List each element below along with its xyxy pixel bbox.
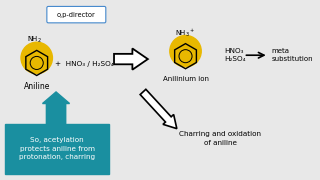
Text: Anilinium ion: Anilinium ion [163, 76, 209, 82]
FancyBboxPatch shape [5, 124, 109, 174]
Text: HNO₃: HNO₃ [224, 48, 244, 54]
Text: H₂SO₄: H₂SO₄ [224, 56, 246, 62]
Circle shape [21, 42, 52, 74]
Text: Charring and oxidation
of aniline: Charring and oxidation of aniline [179, 131, 261, 146]
Text: Aniline: Aniline [24, 82, 50, 91]
Polygon shape [114, 48, 148, 70]
Circle shape [170, 35, 201, 67]
Text: o,p-director: o,p-director [57, 12, 96, 18]
Text: +  HNO₃ / H₂SO₄: + HNO₃ / H₂SO₄ [55, 61, 114, 67]
Text: ··: ·· [27, 34, 31, 39]
Text: NH$_2$: NH$_2$ [27, 34, 42, 45]
Text: meta
substitution: meta substitution [272, 48, 313, 62]
Text: NH$_3$$^+$: NH$_3$$^+$ [175, 27, 196, 39]
FancyArrow shape [43, 92, 69, 129]
Text: So, acetylation
protects aniline from
protonation, charring: So, acetylation protects aniline from pr… [19, 138, 95, 160]
Polygon shape [140, 89, 177, 129]
FancyBboxPatch shape [47, 6, 106, 23]
